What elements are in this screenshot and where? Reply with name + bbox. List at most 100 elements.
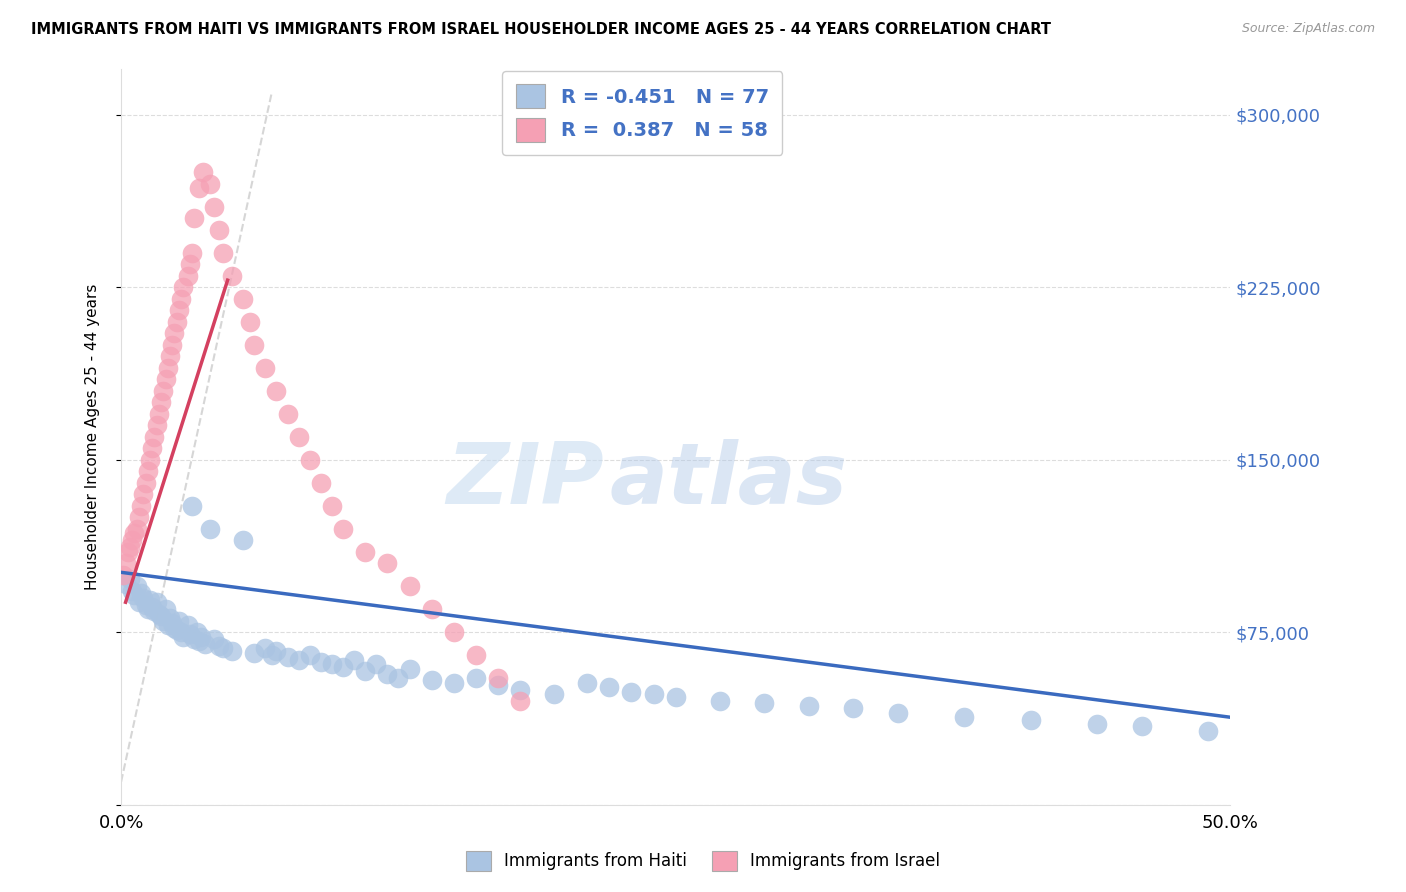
Point	[183, 632, 205, 646]
Point	[509, 694, 531, 708]
Point	[598, 681, 620, 695]
Point	[121, 533, 143, 548]
Point	[148, 607, 170, 621]
Point	[190, 630, 212, 644]
Point	[141, 599, 163, 614]
Point	[643, 687, 665, 701]
Point	[167, 614, 190, 628]
Point	[254, 641, 277, 656]
Point	[163, 326, 186, 340]
Point	[145, 595, 167, 609]
Point	[486, 678, 509, 692]
Point	[136, 464, 159, 478]
Point	[160, 615, 183, 630]
Point	[243, 337, 266, 351]
Point	[148, 407, 170, 421]
Point	[266, 384, 288, 398]
Point	[420, 602, 443, 616]
Point	[287, 653, 309, 667]
Point	[260, 648, 283, 662]
Point	[886, 706, 908, 720]
Point	[141, 441, 163, 455]
Point	[1130, 719, 1153, 733]
Point	[842, 701, 865, 715]
Point	[254, 360, 277, 375]
Point	[155, 372, 177, 386]
Point	[114, 556, 136, 570]
Point	[179, 627, 201, 641]
Point	[132, 487, 155, 501]
Point	[208, 222, 231, 236]
Point	[114, 577, 136, 591]
Point	[276, 407, 298, 421]
Point	[465, 648, 488, 662]
Point	[135, 598, 157, 612]
Point	[443, 625, 465, 640]
Point	[239, 315, 262, 329]
Legend: Immigrants from Haiti, Immigrants from Israel: Immigrants from Haiti, Immigrants from I…	[457, 842, 949, 880]
Point	[156, 618, 179, 632]
Point	[309, 475, 332, 490]
Point	[124, 526, 146, 541]
Point	[187, 634, 209, 648]
Point	[465, 671, 488, 685]
Point	[135, 475, 157, 490]
Y-axis label: Householder Income Ages 25 - 44 years: Householder Income Ages 25 - 44 years	[86, 284, 100, 590]
Point	[797, 698, 820, 713]
Point	[187, 181, 209, 195]
Point	[179, 257, 201, 271]
Point	[118, 572, 141, 586]
Point	[221, 268, 243, 283]
Point	[193, 165, 215, 179]
Point	[354, 544, 377, 558]
Point	[276, 650, 298, 665]
Point	[665, 690, 688, 704]
Point	[354, 665, 377, 679]
Point	[509, 682, 531, 697]
Point	[754, 697, 776, 711]
Point	[170, 625, 193, 640]
Point	[321, 657, 343, 672]
Point	[112, 567, 135, 582]
Text: IMMIGRANTS FROM HAITI VS IMMIGRANTS FROM ISRAEL HOUSEHOLDER INCOME AGES 25 - 44 : IMMIGRANTS FROM HAITI VS IMMIGRANTS FROM…	[31, 22, 1050, 37]
Point	[163, 621, 186, 635]
Point	[343, 653, 366, 667]
Point	[124, 588, 146, 602]
Point	[202, 200, 225, 214]
Point	[232, 292, 254, 306]
Point	[166, 315, 188, 329]
Point	[953, 710, 976, 724]
Text: atlas: atlas	[609, 439, 848, 523]
Point	[150, 609, 173, 624]
Point	[332, 659, 354, 673]
Point	[298, 452, 321, 467]
Point	[398, 579, 420, 593]
Point	[181, 499, 204, 513]
Point	[160, 337, 183, 351]
Point	[145, 418, 167, 433]
Point	[620, 685, 643, 699]
Point	[143, 429, 166, 443]
Point	[155, 602, 177, 616]
Point	[176, 618, 198, 632]
Point	[186, 625, 208, 640]
Point	[150, 395, 173, 409]
Text: ZIP: ZIP	[446, 439, 603, 523]
Point	[1085, 717, 1108, 731]
Point	[117, 544, 139, 558]
Point	[125, 522, 148, 536]
Point	[332, 522, 354, 536]
Point	[208, 639, 231, 653]
Point	[420, 673, 443, 688]
Point	[321, 499, 343, 513]
Point	[212, 641, 235, 656]
Point	[709, 694, 731, 708]
Point	[143, 604, 166, 618]
Point	[443, 675, 465, 690]
Point	[152, 614, 174, 628]
Point	[298, 648, 321, 662]
Point	[125, 579, 148, 593]
Text: Source: ZipAtlas.com: Source: ZipAtlas.com	[1241, 22, 1375, 36]
Point	[152, 384, 174, 398]
Point	[202, 632, 225, 646]
